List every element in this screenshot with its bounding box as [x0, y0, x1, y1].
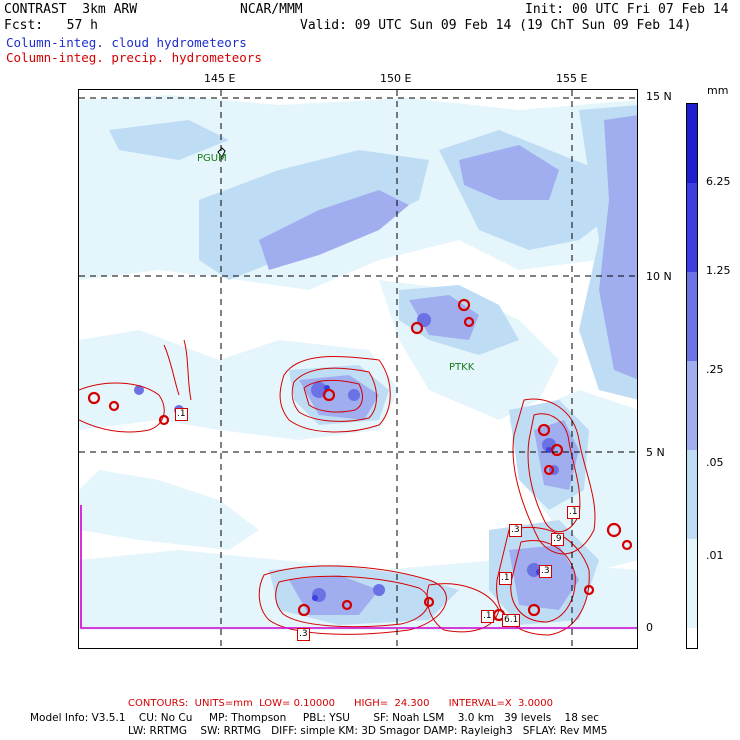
- lat-label-equator: 0: [646, 621, 653, 634]
- lon-label-150: 150 E: [380, 72, 412, 85]
- contour-label: .1: [481, 610, 494, 623]
- colorbar-unit: mm: [707, 84, 729, 97]
- plot-title: CONTRAST 3km ARW: [4, 2, 138, 17]
- colorbar-tick: 1.25: [706, 264, 731, 277]
- graticule: [79, 90, 637, 648]
- contour-label: .1: [567, 506, 580, 519]
- contour-label: .3: [297, 628, 310, 641]
- station-ptkk: PTKK: [449, 362, 475, 373]
- precip-contours: [79, 339, 596, 636]
- colorbar-tick: .25: [706, 363, 724, 376]
- legend-precip: Column-integ. precip. hydrometeors: [6, 50, 262, 65]
- legend-cloud: Column-integ. cloud hydrometeors: [6, 35, 247, 50]
- colorbar-swatch: [687, 628, 697, 648]
- colorbar-swatch: [687, 450, 697, 539]
- contour-label: .3: [539, 565, 552, 578]
- colorbar-tick: .05: [706, 456, 724, 469]
- lat-label-15n: 15 N: [646, 90, 672, 103]
- model-info-line2: LW: RRTMG SW: RRTMG DIFF: simple KM: 3D …: [128, 725, 608, 737]
- cloud-field-dark: [134, 313, 559, 602]
- lon-label-145: 145 E: [204, 72, 236, 85]
- lat-label-10n: 10 N: [646, 270, 672, 283]
- precip-cores: [87, 298, 633, 622]
- cloud-field-medium: [259, 115, 637, 615]
- contours-info: CONTOURS: UNITS=mm LOW= 0.10000 HIGH= 24…: [128, 698, 554, 709]
- colorbar-tick: 6.25: [706, 175, 731, 188]
- domain-boundary: [80, 505, 637, 629]
- colorbar: [686, 103, 698, 649]
- map-field: [79, 90, 637, 648]
- colorbar-swatch: [687, 272, 697, 361]
- colorbar-tick: .01: [706, 549, 724, 562]
- valid-time: Valid: 09 UTC Sun 09 Feb 14 (19 ChT Sun …: [300, 18, 692, 33]
- colorbar-swatch: [687, 183, 697, 272]
- org-label: NCAR/MMM: [240, 2, 303, 17]
- lon-label-155: 155 E: [556, 72, 588, 85]
- forecast-hour: Fcst: 57 h: [4, 18, 98, 33]
- contour-label: .3: [509, 524, 522, 537]
- init-time: Init: 00 UTC Fri 07 Feb 14: [525, 2, 729, 17]
- contour-label: .9: [551, 533, 564, 546]
- colorbar-swatch: [687, 104, 697, 183]
- guam-coastline: [217, 147, 226, 158]
- contour-label: .1: [175, 408, 188, 421]
- colorbar-swatch: [687, 539, 697, 628]
- contour-label: .1: [499, 572, 512, 585]
- model-info-line1: Model Info: V3.5.1 CU: No Cu MP: Thompso…: [30, 712, 599, 724]
- contour-label: 6.1: [502, 614, 521, 627]
- map-panel: PGUM PTKK .1 .3 .9 .1 .3 .1 6.1 .3 .1: [78, 89, 638, 649]
- station-pgum: PGUM: [197, 153, 227, 164]
- lat-label-5n: 5 N: [646, 446, 665, 459]
- colorbar-swatch: [687, 361, 697, 450]
